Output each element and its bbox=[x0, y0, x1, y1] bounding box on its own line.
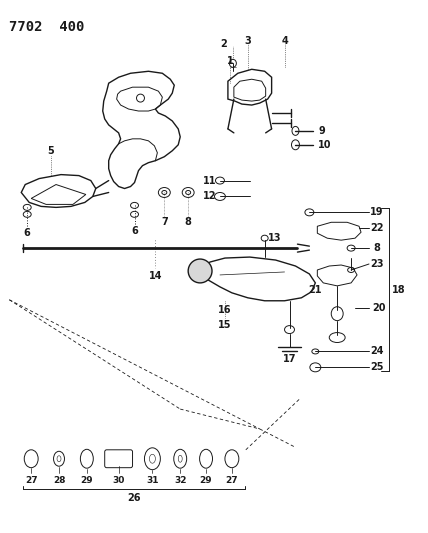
Text: 20: 20 bbox=[372, 303, 386, 313]
Text: 19: 19 bbox=[370, 207, 383, 217]
Text: 2: 2 bbox=[220, 39, 227, 50]
Text: 4: 4 bbox=[281, 36, 288, 46]
Text: 29: 29 bbox=[200, 476, 212, 485]
Ellipse shape bbox=[310, 363, 321, 372]
Ellipse shape bbox=[188, 259, 212, 283]
Text: 30: 30 bbox=[113, 476, 125, 485]
Text: 7: 7 bbox=[161, 217, 168, 227]
Text: 26: 26 bbox=[127, 494, 140, 504]
Ellipse shape bbox=[291, 140, 300, 150]
Text: 8: 8 bbox=[374, 243, 380, 253]
Text: 13: 13 bbox=[268, 233, 281, 243]
Text: 7702  400: 7702 400 bbox=[9, 20, 85, 34]
Text: 21: 21 bbox=[309, 285, 322, 295]
Text: 27: 27 bbox=[226, 476, 238, 485]
Text: 32: 32 bbox=[174, 476, 187, 485]
Text: 31: 31 bbox=[146, 476, 159, 485]
Text: 16: 16 bbox=[218, 305, 232, 314]
Text: 18: 18 bbox=[392, 285, 406, 295]
Text: 6: 6 bbox=[131, 226, 138, 236]
Text: 3: 3 bbox=[244, 36, 251, 46]
Text: 8: 8 bbox=[185, 217, 192, 227]
Text: 5: 5 bbox=[48, 146, 54, 156]
Ellipse shape bbox=[292, 126, 299, 135]
Text: 12: 12 bbox=[203, 191, 217, 201]
Ellipse shape bbox=[312, 349, 319, 354]
Ellipse shape bbox=[215, 177, 224, 184]
Text: 10: 10 bbox=[318, 140, 331, 150]
Ellipse shape bbox=[214, 192, 226, 200]
Text: 15: 15 bbox=[218, 320, 232, 329]
Text: 29: 29 bbox=[80, 476, 93, 485]
Ellipse shape bbox=[305, 209, 314, 216]
Text: 17: 17 bbox=[283, 354, 296, 365]
Text: 6: 6 bbox=[24, 228, 30, 238]
Text: 25: 25 bbox=[370, 362, 383, 373]
Text: 22: 22 bbox=[370, 223, 383, 233]
Text: 23: 23 bbox=[370, 259, 383, 269]
Text: 24: 24 bbox=[370, 346, 383, 357]
Text: 1: 1 bbox=[226, 56, 233, 66]
Text: 28: 28 bbox=[53, 476, 65, 485]
Text: 14: 14 bbox=[149, 271, 162, 281]
Text: 9: 9 bbox=[319, 126, 326, 136]
Text: 11: 11 bbox=[203, 175, 217, 185]
Text: 27: 27 bbox=[25, 476, 38, 485]
